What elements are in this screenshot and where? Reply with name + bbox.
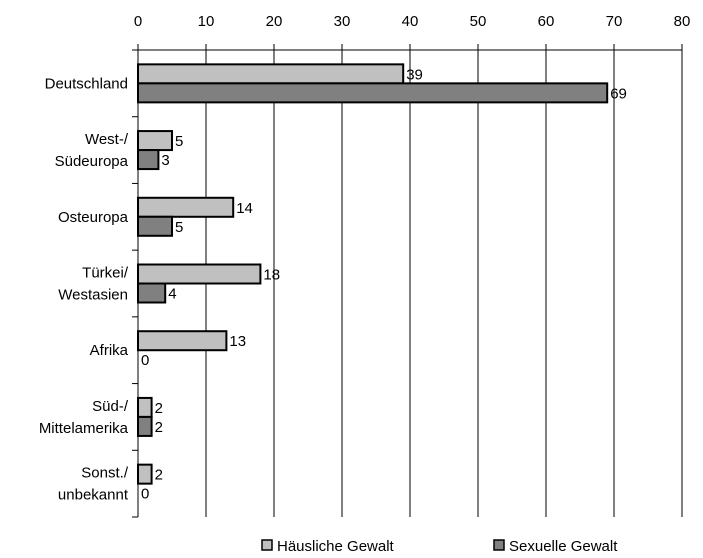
category-label: Osteuropa (58, 209, 129, 226)
x-tick-label: 30 (334, 13, 351, 30)
legend: Häusliche Gewalt Sexuelle Gewalt (261, 538, 618, 555)
x-tick-label: 80 (674, 13, 691, 30)
legend-label: Häusliche Gewalt (277, 538, 395, 555)
bar (137, 282, 167, 304)
bar (137, 130, 173, 152)
data-label: 4 (168, 286, 176, 303)
bar (137, 263, 262, 285)
category-label: Afrika (90, 342, 129, 359)
data-label: 5 (175, 219, 183, 236)
data-label: 18 (263, 267, 280, 284)
category-labels: Deutschland West-/Südeuropa Osteuropa Türke… (39, 75, 129, 503)
legend-swatch (493, 539, 505, 551)
bar (137, 330, 228, 352)
data-label: 0 (141, 486, 149, 503)
data-label: 2 (155, 419, 163, 436)
legend-swatch (261, 539, 273, 551)
x-tick-label: 0 (134, 13, 142, 30)
bar (137, 415, 153, 437)
bar (137, 82, 609, 104)
data-label: 2 (155, 400, 163, 417)
data-label: 14 (236, 200, 253, 217)
bar (137, 463, 153, 485)
data-label: 5 (175, 133, 183, 150)
x-axis-ticks: 0 10 20 30 40 50 60 70 80 (134, 13, 691, 50)
x-tick-label: 70 (606, 13, 623, 30)
bar (137, 149, 160, 171)
x-tick-label: 60 (538, 13, 555, 30)
legend-label: Sexuelle Gewalt (509, 538, 618, 555)
category-label: Süd-/Mittelamerika (39, 398, 129, 437)
data-label: 69 (610, 85, 627, 102)
data-label: 3 (161, 152, 169, 169)
data-label: 0 (141, 352, 149, 369)
x-tick-label: 50 (470, 13, 487, 30)
data-label: 13 (229, 333, 246, 350)
bar (137, 215, 173, 237)
category-label: Deutschland (45, 75, 128, 92)
data-label: 39 (406, 66, 423, 83)
x-tick-label: 10 (198, 13, 215, 30)
bar (137, 63, 405, 85)
category-label: West-/Südeuropa (55, 131, 129, 170)
category-label: Sonst./unbekannt (58, 465, 129, 504)
data-label: 2 (155, 467, 163, 484)
gridlines (205, 50, 683, 517)
category-label: Türkei/Westasien (58, 265, 129, 304)
bars (137, 63, 609, 485)
bar (137, 396, 153, 418)
x-tick-label: 40 (402, 13, 419, 30)
bar (137, 196, 235, 218)
x-tick-label: 20 (266, 13, 283, 30)
